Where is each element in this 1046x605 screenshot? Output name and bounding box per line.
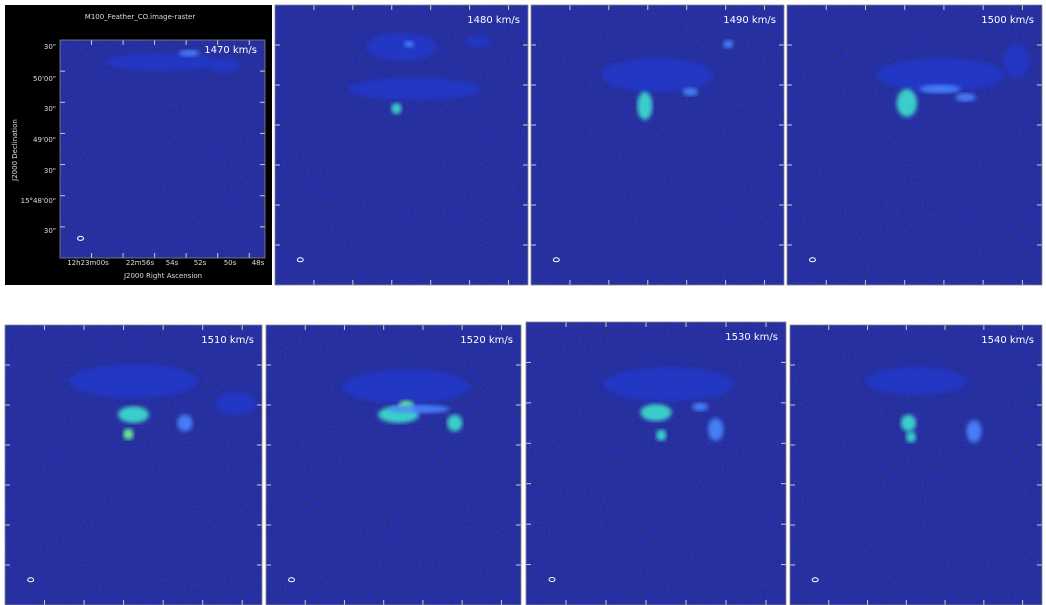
emission <box>723 40 733 48</box>
emission <box>123 429 133 440</box>
panel-image <box>5 325 262 605</box>
noise <box>787 5 1042 285</box>
emission <box>404 41 414 48</box>
velocity-label: 1540 km/s <box>981 335 1034 346</box>
panel-image <box>787 5 1042 285</box>
emission <box>366 33 437 61</box>
body: 1470 km/s 1480 km/s 1490 km/s 1500 km/s 1510… <box>0 0 1046 605</box>
y-tick-label: 49'00" <box>33 136 56 144</box>
x-tick-label: 48s <box>252 259 265 267</box>
channel-panel: 1540 km/s <box>790 325 1042 605</box>
emission <box>348 78 480 100</box>
y-axis-label: J2000 Declination <box>11 119 19 182</box>
emission <box>897 89 917 117</box>
emission <box>708 418 724 441</box>
velocity-label: 1530 km/s <box>725 332 778 343</box>
y-tick-label: 30" <box>44 43 56 51</box>
panel-title: M100_Feather_CO.image-raster <box>85 13 196 21</box>
x-tick-label: 50s <box>224 259 237 267</box>
emission <box>69 364 198 398</box>
x-tick-label: 22m56s <box>126 259 155 267</box>
panel-image <box>790 325 1042 605</box>
emission <box>118 406 149 423</box>
x-tick-label: 54s <box>166 259 179 267</box>
velocity-label: 1470 km/s <box>204 45 257 56</box>
channel-map-figure: 1470 km/s 1480 km/s 1490 km/s 1500 km/s 1510… <box>0 0 1046 605</box>
panel-image <box>266 325 521 605</box>
panel-image <box>526 322 786 605</box>
emission <box>604 367 734 401</box>
emission <box>692 403 708 411</box>
emission <box>1004 44 1030 78</box>
emission <box>177 415 192 432</box>
y-tick-label: 30" <box>44 167 56 175</box>
velocity-label: 1500 km/s <box>981 15 1034 26</box>
emission <box>955 93 975 101</box>
emission <box>388 405 449 413</box>
emission <box>901 415 916 432</box>
emission <box>637 92 652 120</box>
channel-panel: 1510 km/s <box>5 325 262 605</box>
y-tick-label: 30" <box>44 105 56 113</box>
channel-panel: 1500 km/s <box>787 5 1042 285</box>
emission <box>920 85 961 93</box>
emission <box>216 392 257 414</box>
noise <box>266 325 521 605</box>
y-tick-label: 50'00" <box>33 75 56 83</box>
emission <box>465 36 490 47</box>
emission <box>683 88 698 96</box>
emission <box>105 53 220 70</box>
emission <box>391 103 401 114</box>
page: Channel maps {"first_panel": {"title": "… <box>0 0 1046 605</box>
velocity-label: 1520 km/s <box>460 335 513 346</box>
emission <box>966 420 981 442</box>
noise <box>526 322 786 605</box>
channel-panel: 1490 km/s <box>531 5 784 285</box>
emission <box>640 404 671 421</box>
velocity-label: 1480 km/s <box>467 15 520 26</box>
panel-image <box>531 5 784 285</box>
x-axis-label: J2000 Right Ascension <box>123 272 202 280</box>
channel-panel: 1480 km/s <box>275 5 528 285</box>
emission <box>343 370 471 404</box>
noise <box>531 5 784 285</box>
velocity-label: 1490 km/s <box>723 15 776 26</box>
emission <box>656 430 666 441</box>
y-tick-label: 15°48'00" <box>21 197 56 205</box>
panel-image <box>60 40 265 258</box>
emission <box>208 60 241 73</box>
emission <box>866 367 967 395</box>
velocity-label: 1510 km/s <box>201 335 254 346</box>
emission <box>447 415 462 432</box>
channel-panel: 1520 km/s <box>266 325 521 605</box>
channel-panel: 1470 km/s <box>60 40 265 258</box>
noise <box>60 40 265 258</box>
y-tick-label: 30" <box>44 227 56 235</box>
x-tick-label: 12h23m00s <box>67 259 109 267</box>
emission <box>906 431 916 442</box>
emission <box>179 50 200 57</box>
emission <box>602 58 713 92</box>
x-tick-label: 52s <box>194 259 207 267</box>
channel-panel: 1530 km/s <box>526 322 786 605</box>
panel-image <box>275 5 528 285</box>
